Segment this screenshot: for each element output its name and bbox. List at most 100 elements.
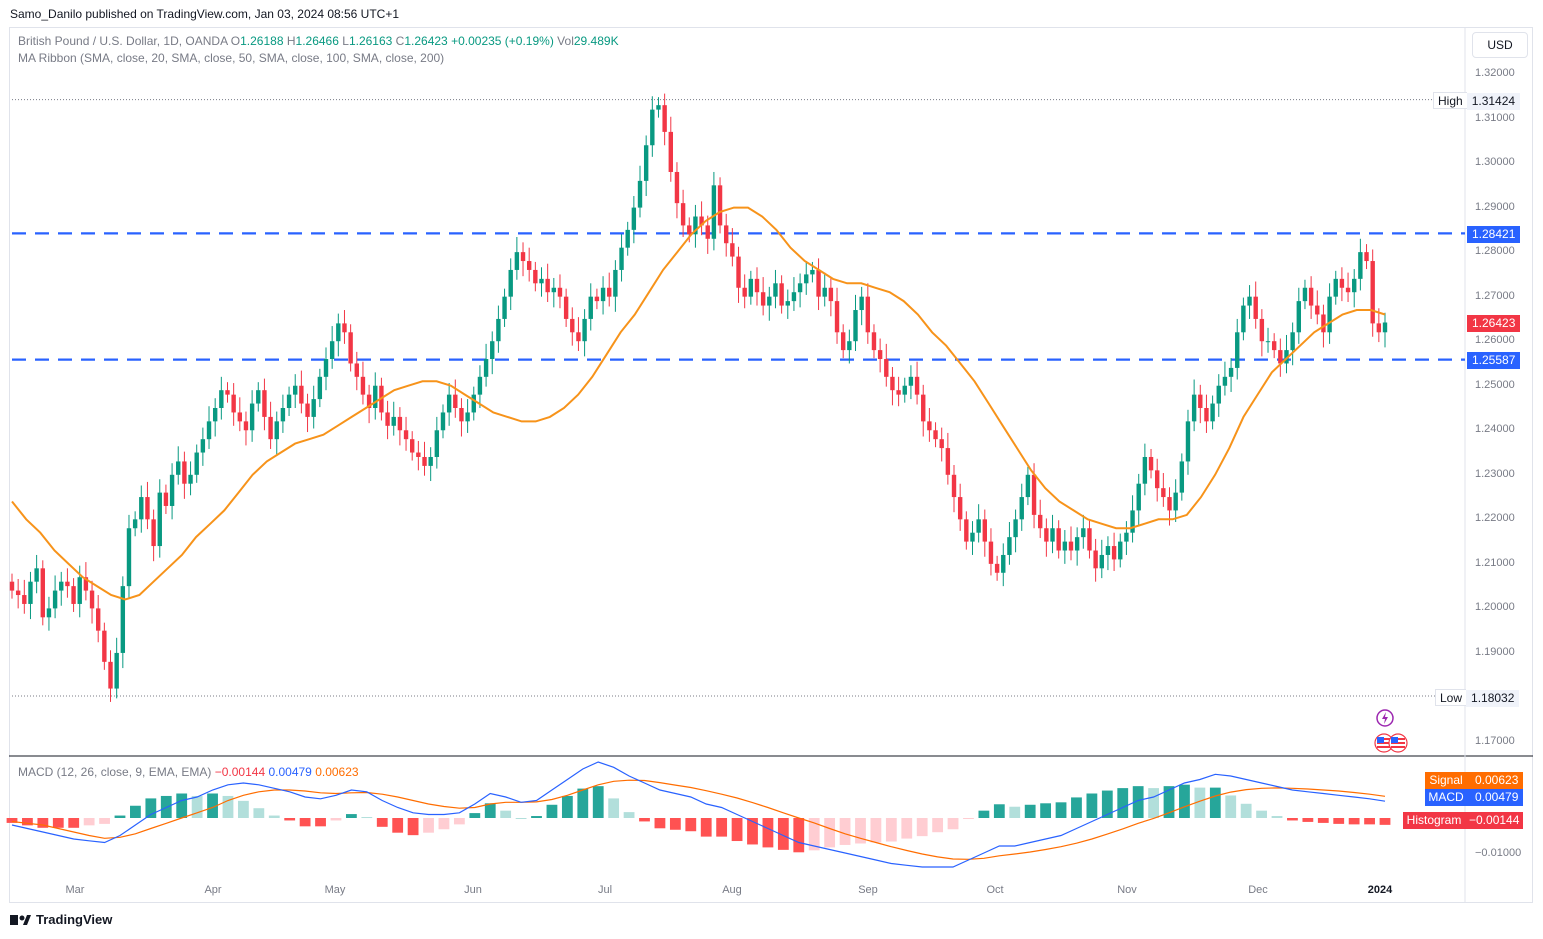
tradingview-logo-icon [10, 914, 31, 925]
candle-body [988, 541, 994, 564]
candle-body [1198, 394, 1203, 408]
macd-histogram-bar [345, 814, 357, 818]
candle-body [884, 359, 889, 377]
macd-histogram-bar [376, 818, 388, 827]
candle-body [785, 301, 790, 306]
macd-histogram-bar [68, 818, 80, 828]
macd-histogram-bar [484, 803, 496, 818]
macd-histogram-bar [762, 818, 774, 848]
candle-body [674, 171, 680, 204]
candle-body [1327, 296, 1332, 333]
candle-body [1204, 408, 1209, 422]
macd-histogram-bar [978, 810, 990, 818]
candle-body [625, 229, 630, 248]
candle-body [643, 145, 649, 181]
candle-body [1019, 497, 1024, 520]
candle-body [212, 408, 218, 422]
histogram-tag-label: Histogram [1406, 813, 1462, 827]
brand-name: TradingView [36, 912, 113, 927]
candle-body [1038, 514, 1043, 529]
macd-histogram-bar [1333, 818, 1345, 824]
macd-histogram-bar [1179, 784, 1190, 818]
candle-body [570, 318, 575, 333]
candle-body [46, 608, 52, 618]
candle-body [1364, 252, 1369, 262]
candle-body [1154, 470, 1160, 489]
macd-histogram-bar [700, 818, 712, 837]
candle-body [1210, 403, 1215, 422]
currency-button[interactable]: USD [1472, 32, 1528, 58]
time-tick-label: Apr [204, 884, 222, 896]
candle-body [865, 296, 871, 333]
macd-legend[interactable]: MACD (12, 26, close, 9, EMA, EMA) −0.001… [18, 765, 359, 779]
macd-histogram-bar [993, 804, 1005, 818]
candle-body [453, 394, 458, 408]
macd-histogram-bar [932, 818, 944, 833]
candle-body [1124, 532, 1129, 542]
candle-body [139, 497, 144, 520]
candle-body [1278, 350, 1283, 364]
candle-body [225, 390, 230, 395]
candle-body [483, 359, 489, 377]
macd-histogram-bar [145, 798, 157, 818]
candle-body [957, 497, 963, 520]
macd-histogram-bar [1379, 818, 1391, 825]
macd-histogram-bar [1071, 797, 1082, 818]
ma-ribbon-legend[interactable]: MA Ribbon (SMA, close, 20, SMA, close, 5… [18, 51, 445, 65]
macd-histogram-bar [639, 818, 650, 822]
candle-body [656, 105, 661, 110]
macd-histogram-bar [176, 793, 188, 818]
histogram-tag-value: −0.00144 [1469, 813, 1520, 827]
candle-body [533, 269, 538, 284]
candle-body [551, 287, 557, 293]
macd-histogram-bar [623, 812, 635, 818]
time-tick-label: Aug [722, 884, 742, 896]
candle-body [1087, 528, 1092, 551]
macd-histogram-bar [207, 793, 218, 818]
macd-line-legend-value: 0.00479 [268, 765, 312, 779]
price-tick-label: 1.32000 [1475, 67, 1515, 79]
candle-body [1007, 537, 1012, 555]
price-tick-label: 1.31000 [1475, 111, 1515, 124]
macd-histogram-bar [6, 818, 18, 823]
time-tick-label: Dec [1248, 884, 1268, 896]
candle-body [200, 439, 206, 453]
macd-histogram-bar [1209, 787, 1221, 818]
histogram-tag: Histogram −0.00144 [1403, 812, 1523, 829]
macd-histogram-bar [114, 815, 126, 818]
us-flag-event-icon[interactable] [1374, 733, 1410, 758]
candle-body [693, 216, 698, 235]
candle-body [9, 581, 15, 591]
macd-histogram-bar [1240, 803, 1252, 818]
candle-body [1284, 350, 1289, 364]
candle-body [1056, 528, 1061, 551]
macd-histogram-bar [238, 800, 249, 818]
candle-body [1093, 550, 1098, 569]
candle-body [1259, 318, 1265, 342]
candle-body [994, 563, 1000, 573]
candle-body [465, 412, 470, 422]
macd-hist-legend-value: −0.00144 [214, 765, 266, 779]
macd-histogram-bar [731, 818, 743, 842]
lightning-event-icon[interactable] [1376, 709, 1394, 732]
price-tick-label: 1.17000 [1475, 735, 1515, 747]
tradingview-footer[interactable]: TradingView [10, 912, 112, 927]
candle-body [490, 341, 495, 360]
macd-histogram-bar [407, 818, 419, 836]
candle-body [1142, 456, 1148, 484]
candle-body [797, 283, 803, 293]
candle-body [902, 385, 907, 395]
candle-body [508, 269, 513, 297]
candle-body [594, 296, 600, 302]
candle-body [268, 416, 273, 440]
macd-histogram-bar [546, 804, 558, 818]
candle-body [588, 296, 593, 319]
macd-histogram-bar [1101, 790, 1113, 818]
candle-body [440, 412, 446, 431]
candle-body [385, 412, 390, 426]
price-tick-label: 1.27000 [1475, 289, 1515, 302]
candle-body [982, 519, 987, 542]
candle-body [1241, 305, 1246, 333]
signal-tag-label: Signal [1429, 773, 1463, 787]
